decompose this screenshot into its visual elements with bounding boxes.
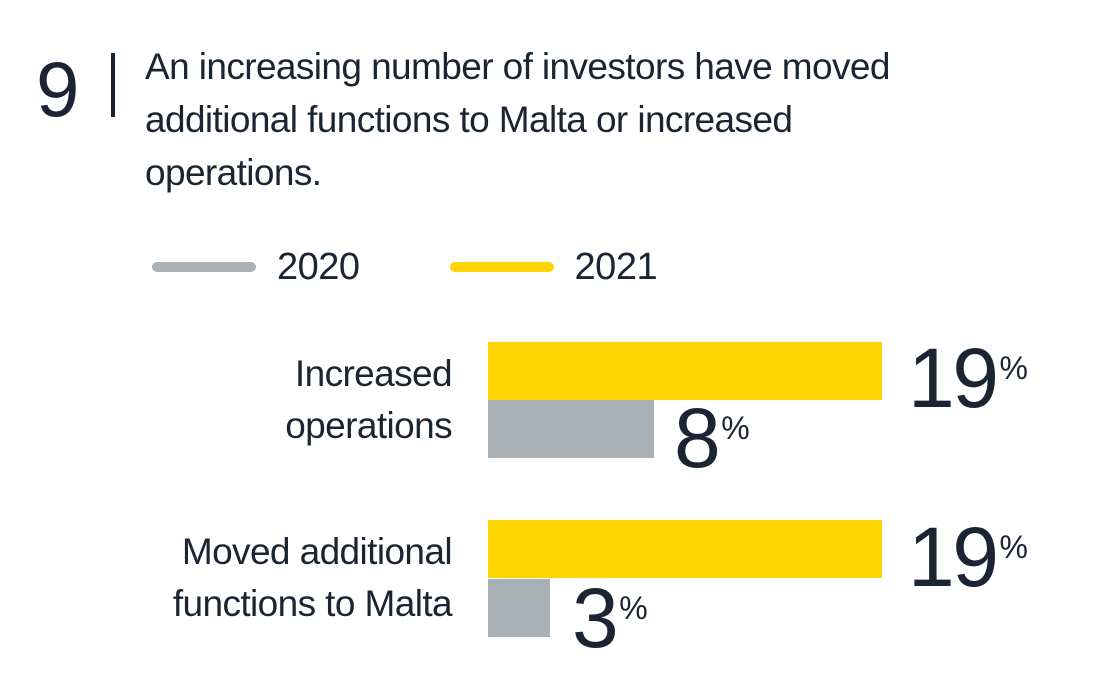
legend-swatch-2020	[152, 262, 256, 272]
legend-swatch-2021	[449, 262, 554, 272]
value-label-2020-moved-functions: 3%	[572, 576, 648, 660]
value-label-2021-moved-functions: 19%	[908, 515, 1028, 599]
figure-title-line-2: additional functions to Malta or increas…	[145, 99, 793, 140]
value-number: 19	[908, 510, 999, 604]
category-label-moved-functions: Moved additional functions to Malta	[0, 526, 453, 630]
percent-sign: %	[721, 410, 750, 446]
figure-title-line-1: An increasing number of investors have m…	[145, 46, 890, 87]
bar-2021-increased-operations	[488, 342, 882, 400]
figure-number: 9	[36, 45, 79, 133]
value-number: 8	[674, 391, 721, 485]
value-label-2021-increased-operations: 19%	[908, 336, 1028, 420]
percent-sign: %	[999, 350, 1028, 386]
category-label-line: functions to Malta	[172, 583, 453, 624]
figure-title: An increasing number of investors have m…	[145, 40, 890, 199]
legend-label-2020: 2020	[277, 245, 360, 288]
category-label-line: Increased	[294, 353, 453, 394]
legend-item-2020: 2020	[152, 246, 360, 289]
legend-item-2021: 2021	[449, 245, 658, 289]
category-label-line: Moved additional	[181, 531, 453, 572]
value-number: 19	[908, 331, 999, 425]
category-label-line: operations	[285, 405, 452, 446]
bar-2021-moved-functions	[488, 520, 882, 578]
figure-number-divider	[111, 53, 115, 117]
bar-2020-moved-functions	[488, 579, 550, 637]
category-label-increased-operations: Increased operations	[0, 348, 452, 452]
legend-label-2021: 2021	[574, 245, 658, 288]
percent-sign: %	[999, 529, 1028, 565]
value-label-2020-increased-operations: 8%	[674, 396, 750, 480]
bar-2020-increased-operations	[488, 400, 654, 458]
value-number: 3	[572, 571, 619, 665]
percent-sign: %	[619, 590, 648, 626]
figure-title-line-3: operations.	[145, 152, 322, 193]
chart-legend: 2020 2021	[152, 245, 658, 289]
